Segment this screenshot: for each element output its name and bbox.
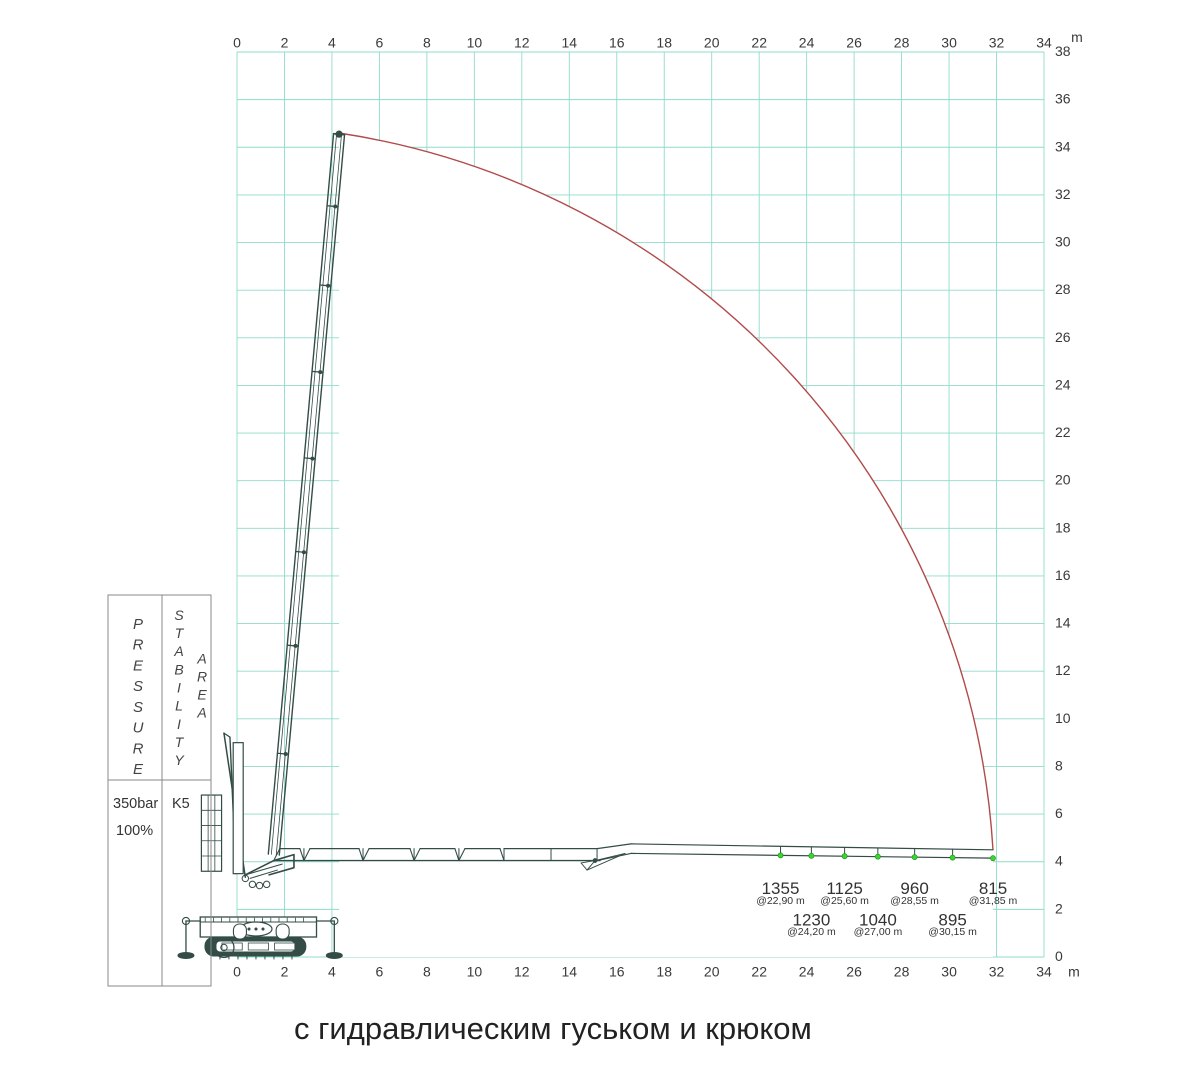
svg-text:28: 28 — [1055, 281, 1071, 297]
svg-text:4: 4 — [328, 963, 336, 979]
svg-text:34: 34 — [1055, 138, 1071, 154]
svg-text:6: 6 — [376, 963, 384, 979]
svg-text:A: A — [173, 643, 183, 659]
svg-text:I: I — [177, 716, 181, 732]
svg-text:R: R — [197, 668, 207, 684]
svg-text:16: 16 — [609, 35, 625, 51]
svg-text:E: E — [133, 761, 144, 778]
svg-text:26: 26 — [1055, 329, 1071, 345]
svg-text:@22,90 m: @22,90 m — [756, 895, 805, 907]
svg-text:2: 2 — [281, 963, 289, 979]
svg-text:18: 18 — [656, 963, 672, 979]
svg-text:10: 10 — [467, 963, 483, 979]
svg-text:30: 30 — [941, 35, 957, 51]
svg-text:22: 22 — [751, 35, 767, 51]
svg-text:@25,60 m: @25,60 m — [820, 895, 869, 907]
svg-text:m: m — [1071, 29, 1083, 45]
svg-text:U: U — [133, 720, 144, 737]
svg-text:16: 16 — [1055, 567, 1071, 583]
svg-text:32: 32 — [1055, 186, 1071, 202]
svg-text:28: 28 — [894, 963, 910, 979]
svg-text:K5: K5 — [172, 796, 190, 812]
svg-text:20: 20 — [1055, 472, 1071, 488]
svg-text:10: 10 — [467, 35, 483, 51]
svg-text:22: 22 — [751, 963, 767, 979]
svg-text:24: 24 — [799, 963, 815, 979]
svg-text:30: 30 — [1055, 234, 1071, 250]
svg-text:34: 34 — [1036, 963, 1052, 979]
svg-text:32: 32 — [989, 963, 1005, 979]
svg-text:30: 30 — [941, 963, 957, 979]
svg-text:10: 10 — [1055, 710, 1071, 726]
svg-text:@30,15 m: @30,15 m — [928, 926, 977, 938]
svg-text:24: 24 — [799, 35, 815, 51]
svg-text:с гидравлическим гуськом и крю: с гидравлическим гуськом и крюком — [294, 1011, 812, 1046]
svg-text:S: S — [133, 699, 143, 716]
svg-text:E: E — [197, 686, 207, 702]
svg-text:@28,55 m: @28,55 m — [890, 895, 939, 907]
svg-text:8: 8 — [423, 35, 431, 51]
svg-text:A: A — [196, 650, 206, 666]
svg-text:12: 12 — [514, 963, 530, 979]
svg-text:6: 6 — [376, 35, 384, 51]
svg-text:36: 36 — [1055, 91, 1071, 107]
svg-text:L: L — [175, 698, 183, 714]
svg-text:@31,85 m: @31,85 m — [969, 895, 1018, 907]
svg-text:0: 0 — [233, 35, 241, 51]
svg-text:18: 18 — [656, 35, 672, 51]
svg-text:A: A — [196, 704, 206, 720]
svg-text:T: T — [175, 625, 185, 641]
svg-text:B: B — [174, 661, 183, 677]
svg-text:18: 18 — [1055, 519, 1071, 535]
svg-text:38: 38 — [1055, 43, 1071, 59]
svg-text:14: 14 — [1055, 615, 1071, 631]
svg-text:20: 20 — [704, 963, 720, 979]
svg-text:16: 16 — [609, 963, 625, 979]
svg-text:28: 28 — [894, 35, 910, 51]
svg-text:0: 0 — [233, 963, 241, 979]
svg-text:@27,00 m: @27,00 m — [854, 926, 903, 938]
svg-text:4: 4 — [328, 35, 336, 51]
svg-text:14: 14 — [562, 35, 578, 51]
svg-text:6: 6 — [1055, 805, 1063, 821]
svg-text:14: 14 — [562, 963, 578, 979]
svg-text:100%: 100% — [116, 823, 153, 839]
svg-text:8: 8 — [423, 963, 431, 979]
svg-text:8: 8 — [1055, 758, 1063, 774]
svg-text:@24,20 m: @24,20 m — [787, 926, 836, 938]
svg-text:350bar: 350bar — [113, 796, 158, 812]
svg-text:E: E — [133, 657, 144, 674]
svg-text:34: 34 — [1036, 35, 1052, 51]
svg-text:R: R — [133, 740, 144, 757]
svg-text:12: 12 — [514, 35, 530, 51]
svg-text:Y: Y — [174, 752, 185, 768]
svg-text:I: I — [177, 680, 181, 696]
svg-text:0: 0 — [1055, 948, 1063, 964]
svg-text:20: 20 — [704, 35, 720, 51]
svg-text:S: S — [174, 607, 184, 623]
svg-text:26: 26 — [846, 963, 862, 979]
svg-text:S: S — [133, 678, 143, 695]
svg-text:2: 2 — [281, 35, 289, 51]
svg-text:m: m — [1068, 963, 1080, 979]
svg-text:4: 4 — [1055, 853, 1063, 869]
svg-text:32: 32 — [989, 35, 1005, 51]
svg-text:12: 12 — [1055, 662, 1071, 678]
svg-text:26: 26 — [846, 35, 862, 51]
svg-text:24: 24 — [1055, 376, 1071, 392]
svg-text:T: T — [175, 734, 185, 750]
svg-text:2: 2 — [1055, 900, 1063, 916]
svg-text:P: P — [133, 616, 143, 633]
svg-text:R: R — [133, 637, 144, 654]
svg-text:22: 22 — [1055, 424, 1071, 440]
